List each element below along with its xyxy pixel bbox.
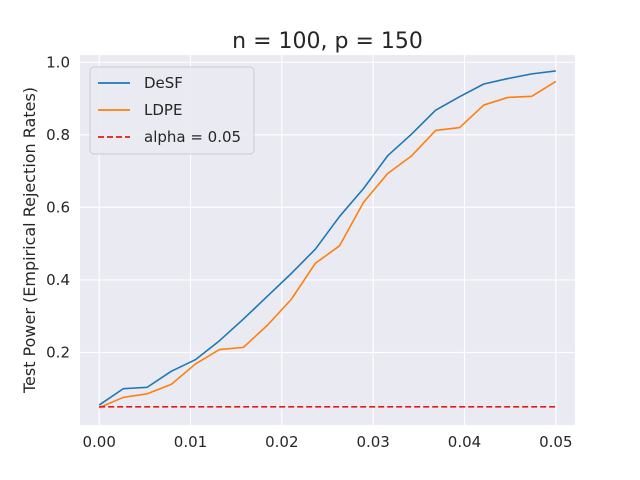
y-tick-label: 0.2 xyxy=(46,343,70,361)
x-tick-label: 0.01 xyxy=(174,433,207,451)
x-tick-label: 0.05 xyxy=(539,433,572,451)
y-tick-label: 0.6 xyxy=(46,198,70,216)
x-tick-label: 0.03 xyxy=(356,433,389,451)
y-tick-label: 1.0 xyxy=(46,53,70,71)
y-tick-label: 0.4 xyxy=(46,271,70,289)
x-tick-label: 0.04 xyxy=(448,433,481,451)
y-axis-label: Test Power (Empirical Rejection Rates) xyxy=(20,87,39,394)
x-tick-label: 0.02 xyxy=(265,433,298,451)
legend-label: DeSF xyxy=(144,74,183,92)
legend: DeSF LDPE alpha = 0.05 xyxy=(90,67,254,154)
x-tick-label: 0.00 xyxy=(82,433,115,451)
legend-label: LDPE xyxy=(144,101,182,119)
y-tick-label: 0.8 xyxy=(46,126,70,144)
legend-label: alpha = 0.05 xyxy=(144,128,241,146)
chart-title: n = 100, p = 150 xyxy=(232,29,423,54)
